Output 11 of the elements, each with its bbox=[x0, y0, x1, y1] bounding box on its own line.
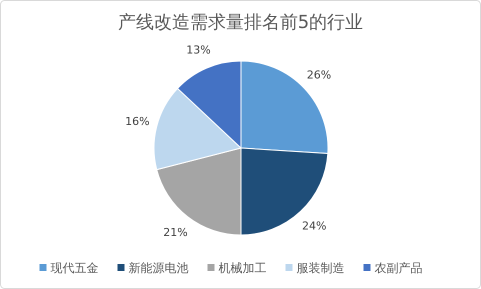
data-label: 13% bbox=[186, 43, 211, 56]
chart-title: 产线改造需求量排名前5的行业 bbox=[118, 12, 364, 33]
legend-label: 新能源电池 bbox=[128, 261, 188, 275]
legend-label: 现代五金 bbox=[50, 261, 98, 275]
data-label: 16% bbox=[125, 114, 150, 128]
legend-label: 服装制造 bbox=[296, 261, 344, 275]
data-label: 24% bbox=[302, 220, 326, 232]
legend-label: 机械加工 bbox=[218, 261, 266, 275]
legend-label: 农副产品 bbox=[374, 261, 422, 275]
data-label: 26% bbox=[306, 68, 332, 82]
data-label: 21% bbox=[163, 226, 188, 240]
